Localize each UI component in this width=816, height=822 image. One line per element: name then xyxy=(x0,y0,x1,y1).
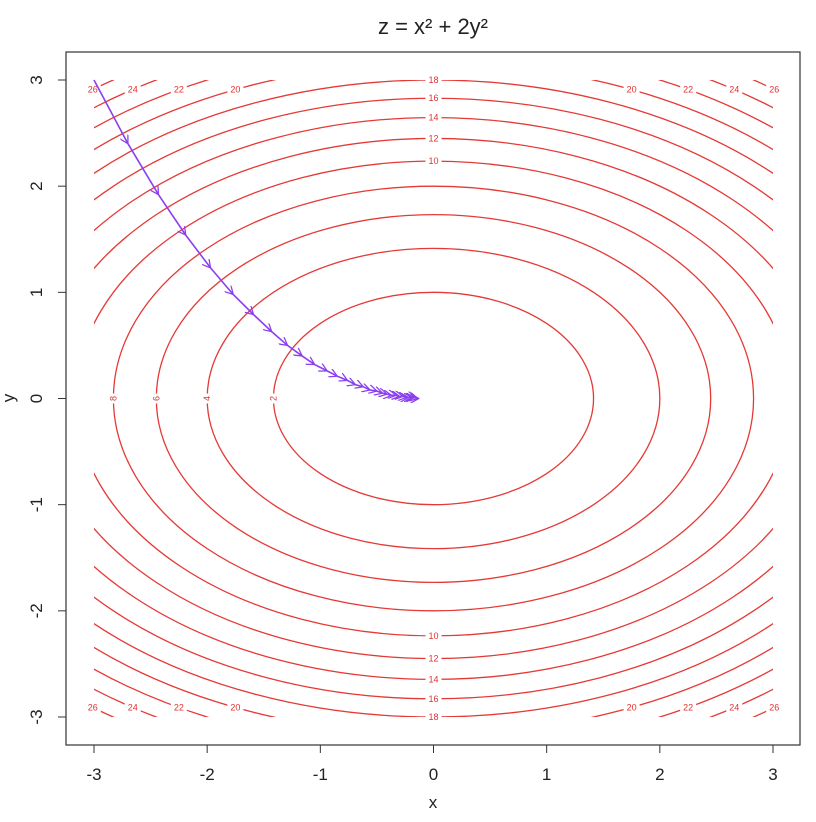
contour-label-bg xyxy=(726,702,743,713)
contour-label: 16 xyxy=(428,694,438,704)
y-tick-label: -3 xyxy=(27,709,46,724)
contour-label: 22 xyxy=(683,702,693,712)
y-tick-label: -2 xyxy=(27,603,46,618)
contour-label: 8 xyxy=(108,396,118,401)
contour-label-bg xyxy=(425,133,442,144)
contour-label-bg xyxy=(766,84,783,95)
contour-label-bg xyxy=(623,702,640,713)
contour-line xyxy=(94,80,773,717)
contour-label: 22 xyxy=(683,85,693,95)
y-axis-label: y xyxy=(0,393,18,402)
contour-label-bg xyxy=(124,84,141,95)
x-tick-label: -2 xyxy=(200,765,215,784)
contour-label: 26 xyxy=(88,702,98,712)
contour-label-bg xyxy=(227,702,244,713)
contour-label-bg xyxy=(680,84,697,95)
contour-label: 14 xyxy=(428,674,438,684)
contour-label-bg xyxy=(623,84,640,95)
y-tick-label: 2 xyxy=(27,181,46,190)
contour-line xyxy=(272,291,595,506)
contour-label: 2 xyxy=(268,396,278,401)
contour-label: 26 xyxy=(88,85,98,95)
x-tick-label: -1 xyxy=(313,765,328,784)
contour-label: 14 xyxy=(428,113,438,123)
contour-label: 20 xyxy=(230,702,240,712)
contour-label-bg xyxy=(425,93,442,104)
contour-line xyxy=(94,80,773,717)
contour-label: 22 xyxy=(174,85,184,95)
y-tick-label: -1 xyxy=(27,497,46,512)
contour-label: 24 xyxy=(729,85,739,95)
contour-label: 20 xyxy=(627,85,637,95)
contour-label: 6 xyxy=(151,396,161,401)
contour-label: 12 xyxy=(428,133,438,143)
contour-label-bg xyxy=(105,393,122,404)
contour-label-bg xyxy=(726,84,743,95)
contours xyxy=(94,80,773,717)
contour-label: 18 xyxy=(428,712,438,722)
contour-label: 20 xyxy=(230,85,240,95)
chart-title: z = x² + 2y² xyxy=(378,14,488,39)
contour-label-bg xyxy=(680,702,697,713)
contour-label-bg xyxy=(425,653,442,664)
contour-line xyxy=(155,213,712,584)
contour-label-bg xyxy=(766,702,783,713)
x-tick-label: 0 xyxy=(429,765,438,784)
x-tick-label: 2 xyxy=(655,765,664,784)
contour-label: 24 xyxy=(128,85,138,95)
contour-line xyxy=(94,80,773,717)
contour-label-bg xyxy=(425,156,442,167)
x-tick-label: 1 xyxy=(542,765,551,784)
contour-label-bg xyxy=(425,674,442,685)
contour-label: 18 xyxy=(428,75,438,85)
contour-label-bg xyxy=(425,630,442,641)
contour-label-bg xyxy=(84,84,101,95)
contour-label-bg xyxy=(425,112,442,123)
x-axis-label: x xyxy=(429,793,438,812)
contour-label: 12 xyxy=(428,654,438,664)
contour-label-bg xyxy=(84,702,101,713)
contour-label: 26 xyxy=(769,85,779,95)
x-tick-label: -3 xyxy=(86,765,101,784)
y-tick-label: 0 xyxy=(27,394,46,403)
contour-label: 10 xyxy=(428,631,438,641)
contour-label-bg xyxy=(227,84,244,95)
contour-line xyxy=(94,117,773,680)
y-tick-label: 3 xyxy=(27,75,46,84)
contour-line xyxy=(94,97,773,700)
contour-label: 22 xyxy=(174,702,184,712)
contour-label: 4 xyxy=(202,396,212,401)
contour-label: 24 xyxy=(729,702,739,712)
contour-label-bg xyxy=(425,693,442,704)
descent-path xyxy=(93,79,419,399)
contour-label: 24 xyxy=(128,702,138,712)
contour-label: 26 xyxy=(769,702,779,712)
contour-label-bg xyxy=(425,712,442,722)
contour-label: 16 xyxy=(428,93,438,103)
contour-label-bg xyxy=(425,75,442,85)
contour-label: 10 xyxy=(428,156,438,166)
y-tick-label: 1 xyxy=(27,288,46,297)
contour-label: 20 xyxy=(627,702,637,712)
contour-label-bg xyxy=(170,84,187,95)
contour-label-bg xyxy=(124,702,141,713)
contour-label-bg xyxy=(170,702,187,713)
x-tick-label: 3 xyxy=(768,765,777,784)
